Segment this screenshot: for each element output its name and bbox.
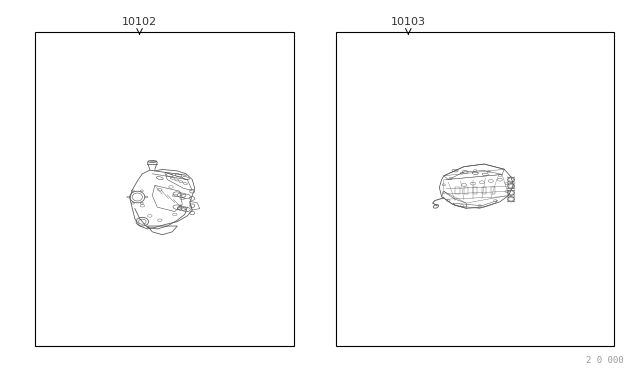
Bar <box>507 182 509 183</box>
Bar <box>513 190 515 191</box>
Bar <box>507 183 509 185</box>
Text: 10103: 10103 <box>391 17 426 26</box>
Bar <box>507 201 509 202</box>
Bar <box>507 190 509 191</box>
Bar <box>513 195 515 196</box>
Bar <box>507 177 509 178</box>
Bar <box>507 196 509 198</box>
Bar <box>35 32 294 346</box>
Text: 10102: 10102 <box>122 17 157 26</box>
Text: 2 0 000: 2 0 000 <box>586 356 624 365</box>
Bar <box>513 196 515 198</box>
Bar <box>513 182 515 183</box>
Bar <box>513 177 515 178</box>
Bar <box>513 201 515 202</box>
Bar <box>336 32 614 346</box>
Bar <box>507 188 509 189</box>
Bar <box>507 195 509 196</box>
Bar <box>513 188 515 189</box>
Bar <box>513 183 515 185</box>
